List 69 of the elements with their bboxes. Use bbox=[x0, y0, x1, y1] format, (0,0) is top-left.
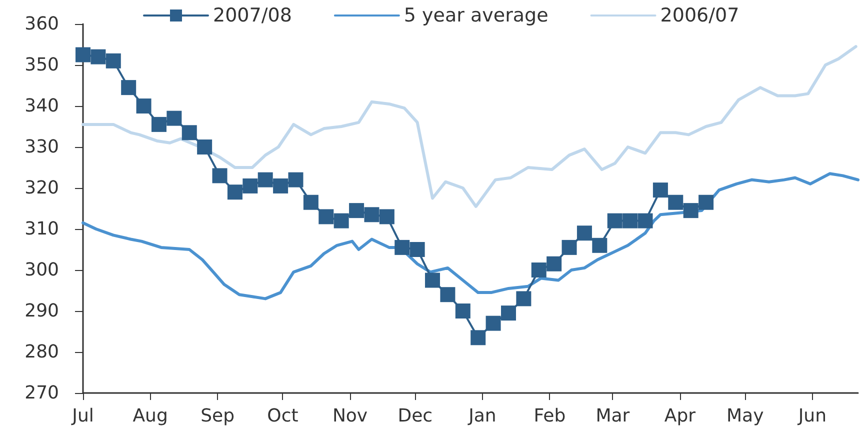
x-tick-label: Sep bbox=[200, 406, 235, 426]
y-tick-label: 340 bbox=[24, 96, 59, 116]
point bbox=[242, 178, 258, 194]
y-tick-label: 310 bbox=[24, 218, 59, 240]
point bbox=[394, 240, 410, 255]
point bbox=[500, 306, 516, 321]
point bbox=[136, 98, 152, 114]
point bbox=[683, 203, 698, 218]
y-tick-label: 300 bbox=[24, 260, 59, 280]
point bbox=[197, 140, 212, 154]
x-tick-label: Mar bbox=[596, 406, 630, 426]
point bbox=[273, 178, 288, 194]
line-series bbox=[82, 172, 860, 300]
x-tick-label: Jan bbox=[468, 406, 496, 426]
point bbox=[516, 291, 532, 306]
y-tick-label: 290 bbox=[24, 300, 59, 322]
point bbox=[166, 110, 182, 126]
x-tick-label: Dec bbox=[398, 406, 433, 426]
x-tick-label: Oct bbox=[267, 406, 298, 426]
x-tick-label: May bbox=[726, 406, 764, 426]
point bbox=[364, 207, 380, 222]
y-tick-label: 280 bbox=[24, 342, 59, 362]
point bbox=[318, 209, 334, 224]
point bbox=[576, 226, 592, 241]
point bbox=[455, 304, 470, 318]
point bbox=[288, 172, 304, 188]
y-tick-label: 270 bbox=[24, 382, 59, 404]
point bbox=[90, 49, 106, 64]
point bbox=[121, 80, 136, 96]
point bbox=[607, 213, 622, 228]
point bbox=[227, 184, 242, 200]
x-tick-label: Feb bbox=[534, 406, 566, 426]
point bbox=[531, 262, 546, 278]
x-tick-label: Jul bbox=[71, 406, 94, 426]
point bbox=[258, 172, 273, 188]
point bbox=[470, 330, 486, 346]
point bbox=[698, 194, 714, 210]
point bbox=[592, 238, 608, 253]
point bbox=[546, 256, 562, 272]
point bbox=[622, 213, 638, 228]
point bbox=[562, 240, 577, 255]
point bbox=[151, 116, 166, 132]
x-tick-label: Jun bbox=[797, 406, 826, 426]
point bbox=[212, 168, 228, 184]
y-tick-label: 360 bbox=[24, 14, 59, 34]
point bbox=[486, 316, 501, 331]
y-tick-label: 320 bbox=[24, 178, 59, 198]
x-tick-label: Apr bbox=[664, 406, 696, 426]
point bbox=[334, 213, 349, 228]
legend-label: 2007/08 bbox=[213, 4, 292, 26]
point bbox=[379, 209, 394, 224]
point bbox=[303, 194, 318, 210]
point bbox=[349, 203, 364, 218]
point bbox=[638, 213, 653, 228]
point bbox=[668, 194, 684, 210]
point bbox=[440, 287, 456, 302]
point bbox=[410, 242, 425, 257]
point bbox=[425, 272, 440, 288]
legend-label: 5 year average bbox=[404, 4, 548, 26]
x-tick-label: Aug bbox=[132, 406, 168, 426]
point bbox=[182, 125, 197, 140]
y-tick-label: 350 bbox=[24, 54, 59, 76]
point bbox=[76, 47, 90, 62]
point bbox=[106, 53, 121, 68]
line-series bbox=[82, 45, 858, 208]
point bbox=[652, 182, 668, 198]
x-tick-label: Nov bbox=[332, 406, 368, 426]
y-tick-label: 330 bbox=[24, 136, 59, 158]
legend-label: 2006/07 bbox=[660, 4, 740, 26]
